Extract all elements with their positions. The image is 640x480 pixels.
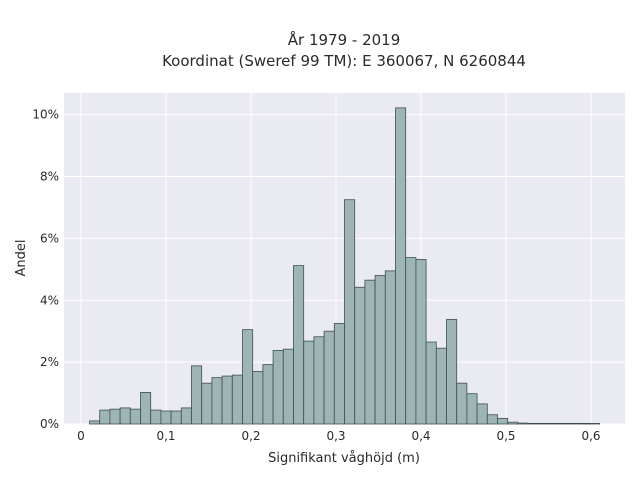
chart-title-line1: År 1979 - 2019: [288, 30, 401, 49]
histogram-bar: [211, 377, 223, 425]
x-tick-label: 0,1: [156, 429, 175, 443]
histogram-bar: [89, 420, 101, 425]
x-tick-label: 0: [77, 429, 85, 443]
histogram-bar: [180, 407, 192, 425]
y-tick-label: 2%: [40, 355, 59, 369]
histogram-bar: [425, 341, 437, 425]
x-tick-label: 0,6: [581, 429, 600, 443]
histogram-bar: [201, 382, 213, 425]
x-tick-label: 0,2: [241, 429, 260, 443]
y-tick-label: 10%: [32, 108, 59, 122]
histogram-bar: [395, 107, 407, 425]
y-tick-label: 8%: [40, 170, 59, 184]
histogram-bar: [384, 270, 396, 425]
histogram-bar: [415, 259, 427, 425]
x-tick-label: 0,4: [411, 429, 430, 443]
x-axis-ticks: 0 0,1 0,2 0,3 0,4 0,5 0,6: [77, 429, 600, 443]
histogram-bar: [548, 422, 560, 425]
y-tick-label: 0%: [40, 417, 59, 431]
histogram-bar: [140, 392, 152, 425]
histogram-bar: [119, 407, 131, 425]
histogram-bar: [344, 199, 356, 425]
x-axis-label: Signifikant våghöjd (m): [268, 451, 420, 466]
y-axis-ticks: 0% 2% 4% 6% 8% 10%: [32, 108, 59, 431]
histogram-bar: [333, 323, 345, 425]
y-tick-label: 4%: [40, 293, 59, 307]
histogram-bar: [578, 422, 590, 425]
histogram-bar: [303, 340, 315, 425]
histogram-bar: [476, 403, 488, 425]
y-axis-label: Andel: [14, 240, 29, 277]
histogram-bar: [160, 410, 172, 425]
histogram-bar: [527, 422, 539, 425]
histogram-bar: [99, 409, 111, 425]
histogram-bar: [466, 393, 478, 425]
histogram-bar: [262, 364, 274, 425]
histogram-bar: [129, 408, 141, 425]
chart-title-line2: Koordinat (Sweref 99 TM): E 360067, N 62…: [162, 52, 526, 70]
histogram-bar: [150, 409, 162, 425]
histogram-bar: [364, 279, 376, 425]
y-tick-label: 6%: [40, 231, 59, 245]
histogram-bar: [588, 422, 600, 425]
histogram-bar: [537, 422, 549, 425]
histogram-bar: [109, 408, 121, 425]
histogram-bar: [497, 418, 509, 425]
histogram-bar: [558, 422, 570, 425]
histogram-bars: [89, 107, 600, 425]
histogram-bar: [272, 349, 284, 425]
histogram-bar: [435, 347, 447, 425]
histogram-bar: [191, 365, 203, 425]
histogram-bar: [507, 421, 519, 425]
x-tick-label: 0,3: [326, 429, 345, 443]
histogram-bar: [252, 371, 264, 425]
histogram-bar: [293, 265, 305, 425]
histogram-bar: [231, 374, 243, 425]
histogram-bar: [242, 329, 254, 425]
histogram-bar: [313, 336, 325, 425]
histogram-bar: [282, 348, 294, 425]
histogram-bar: [568, 422, 580, 425]
histogram-bar: [486, 414, 498, 425]
histogram-bar: [405, 257, 417, 425]
histogram-bar: [170, 410, 182, 425]
histogram-bar: [446, 319, 458, 425]
x-tick-label: 0,5: [496, 429, 515, 443]
histogram-bar: [456, 382, 468, 425]
histogram-bar: [354, 286, 366, 425]
histogram-bar: [517, 422, 529, 425]
histogram-bar: [221, 375, 233, 425]
histogram-bar: [323, 330, 335, 425]
histogram-bar: [374, 275, 386, 425]
